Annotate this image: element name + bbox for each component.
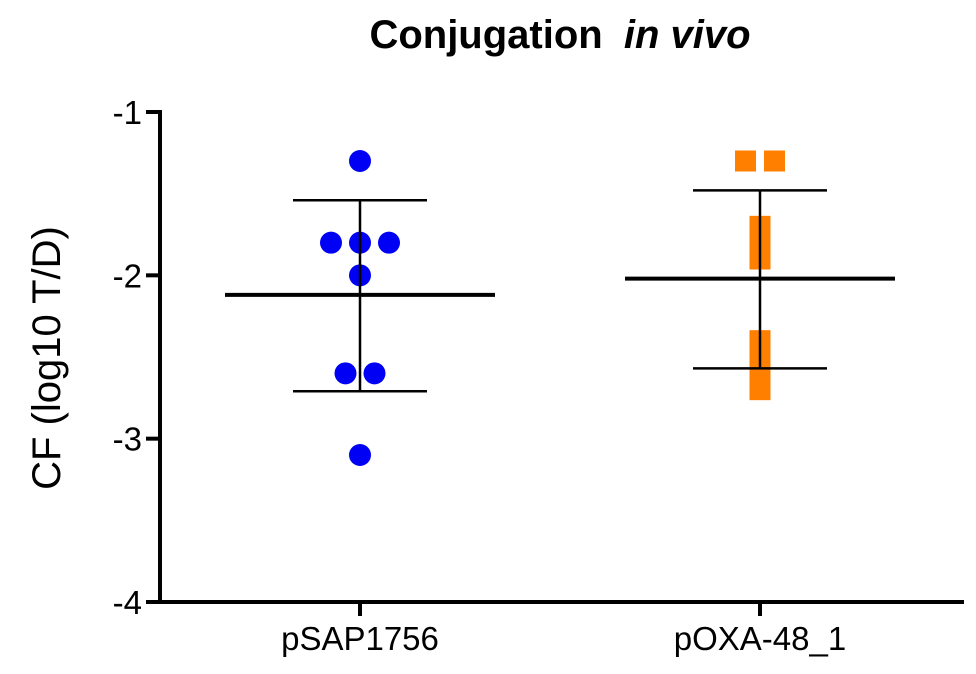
x-tick-label: pSAP1756	[281, 620, 439, 657]
data-point	[334, 362, 357, 385]
x-ticks: pSAP1756 pOXA-48_1	[281, 602, 846, 657]
series-layer	[225, 150, 895, 466]
x-tick-label: pOXA-48_1	[674, 620, 846, 657]
data-point	[749, 379, 771, 401]
y-tick-label: -4	[113, 584, 142, 621]
series-1	[625, 150, 895, 401]
y-tick-label: -3	[113, 421, 142, 458]
data-point	[320, 231, 342, 254]
data-point	[735, 150, 756, 172]
y-axis-label: CF (log10 T/D)	[25, 226, 69, 490]
series-0	[225, 150, 495, 466]
data-point	[349, 444, 371, 466]
chart-title-italic: in vivo	[624, 13, 751, 57]
data-point	[764, 150, 785, 172]
data-point	[378, 231, 400, 254]
chart-title: Conjugation in vivo	[369, 13, 750, 57]
y-tick-label: -2	[113, 257, 142, 294]
y-ticks: -1 -2 -3 -4	[113, 94, 160, 621]
data-point	[363, 362, 386, 385]
y-tick-label: -1	[113, 94, 142, 131]
chart-title-main: Conjugation	[369, 13, 602, 57]
data-point	[349, 150, 371, 172]
